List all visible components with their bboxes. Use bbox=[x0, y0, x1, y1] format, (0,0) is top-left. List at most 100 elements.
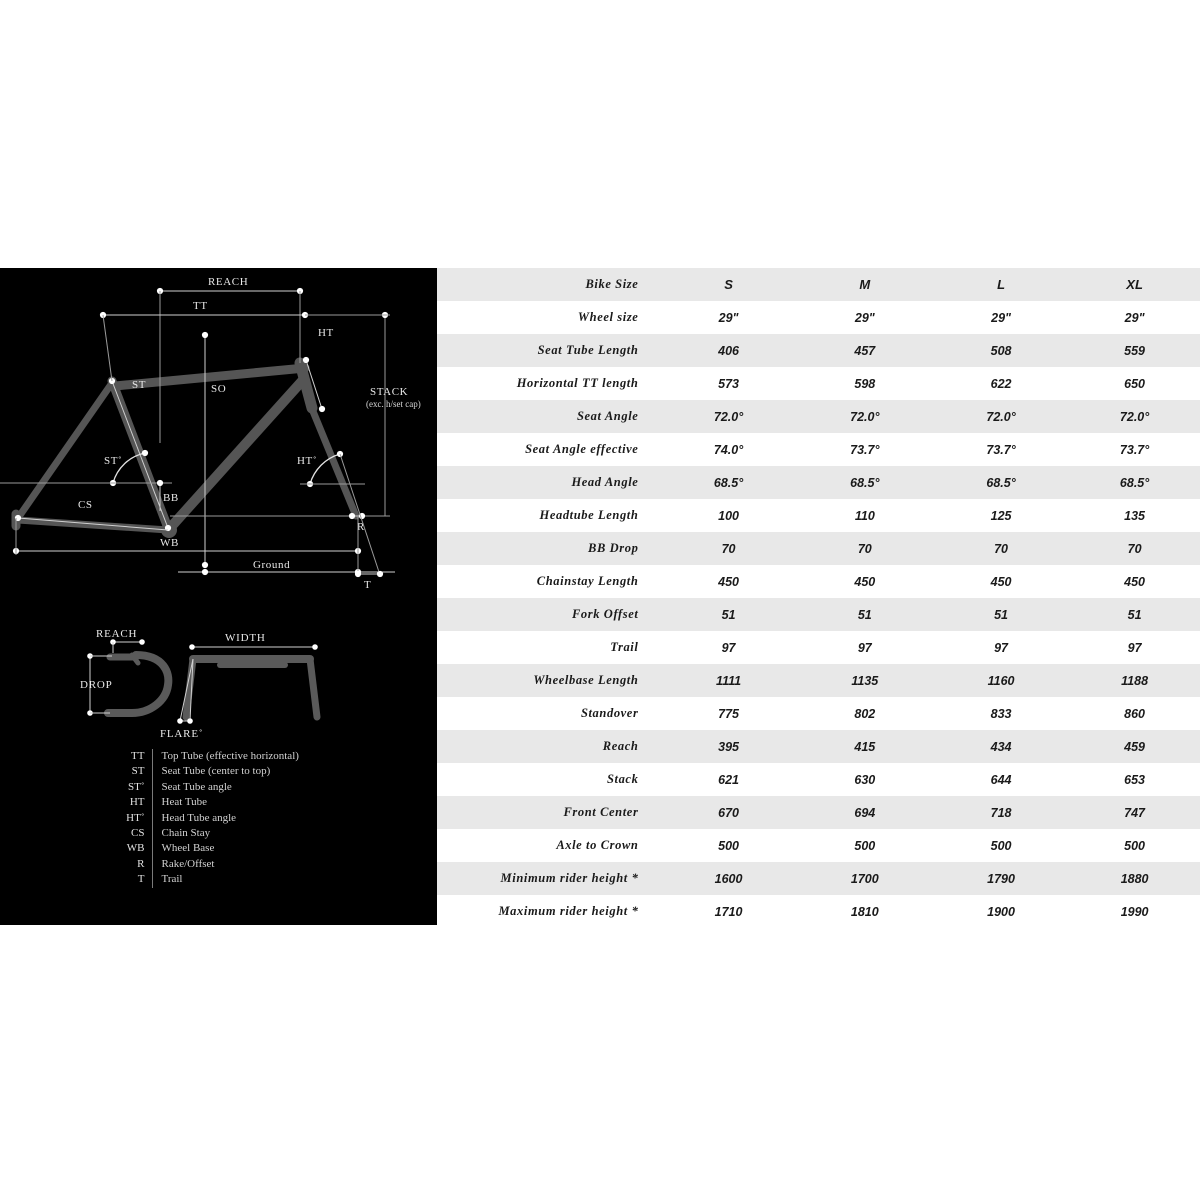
frame-label-t: T bbox=[364, 579, 371, 591]
cell-s: 97 bbox=[721, 640, 736, 655]
cell-l: 1790 bbox=[987, 871, 1015, 886]
cell-l: 622 bbox=[990, 376, 1012, 391]
cell-xl: 459 bbox=[1124, 739, 1146, 754]
header-size-xl: XL bbox=[1126, 277, 1143, 292]
table-row: Front Center 670 694 718 747 bbox=[437, 796, 1200, 829]
cell-s: 74.0° bbox=[713, 442, 744, 457]
cell-l: 644 bbox=[990, 772, 1012, 787]
header-size-m: M bbox=[859, 277, 871, 292]
cell-xl: 860 bbox=[1124, 706, 1146, 721]
cell-xl: 450 bbox=[1124, 574, 1146, 589]
cell-xl: 51 bbox=[1127, 607, 1142, 622]
row-label: Stack bbox=[606, 772, 639, 786]
cell-xl: 68.5° bbox=[1119, 475, 1150, 490]
cell-xl: 97 bbox=[1127, 640, 1142, 655]
cell-l: 97 bbox=[994, 640, 1009, 655]
table-header-row: Bike Size S M L XL bbox=[437, 268, 1200, 301]
frame-label-st-angle: ST˚ bbox=[104, 455, 122, 467]
cell-l: 500 bbox=[990, 838, 1012, 853]
cell-xl: 559 bbox=[1124, 343, 1146, 358]
legend-description: Rake/Offset bbox=[161, 857, 215, 870]
handlebar-label-width: WIDTH bbox=[225, 632, 266, 644]
cell-xl: 72.0° bbox=[1119, 409, 1150, 424]
footer-spacer-cell bbox=[437, 928, 1200, 961]
legend-row: R Rake/Offset bbox=[118, 856, 299, 873]
table-row: Seat Tube Length 406 457 508 559 bbox=[437, 334, 1200, 367]
table-row: Maximum rider height * 1710 1810 1900 1990 bbox=[437, 895, 1200, 928]
table-row: Head Angle 68.5° 68.5° 68.5° 68.5° bbox=[437, 466, 1200, 499]
handlebar-label-drop: DROP bbox=[80, 679, 113, 691]
table-row: Wheelbase Length 1111 1135 1160 1188 bbox=[437, 664, 1200, 697]
cell-xl: 1990 bbox=[1120, 904, 1149, 919]
table-row: Seat Angle 72.0° 72.0° 72.0° 72.0° bbox=[437, 400, 1200, 433]
legend-row: ST˚ Seat Tube angle bbox=[118, 779, 299, 796]
cell-m: 598 bbox=[854, 376, 876, 391]
legend-description: Seat Tube (center to top) bbox=[161, 765, 271, 778]
cell-m: 415 bbox=[854, 739, 876, 754]
row-label: Trail bbox=[610, 640, 639, 654]
row-label: Wheel size bbox=[577, 310, 639, 324]
cell-m: 51 bbox=[857, 607, 872, 622]
handlebar-label-flare: FLARE˚ bbox=[160, 728, 203, 740]
row-label: Seat Tube Length bbox=[537, 343, 639, 357]
legend-description: Seat Tube angle bbox=[161, 780, 232, 793]
frame-label-tt: TT bbox=[193, 300, 208, 312]
legend-description: Chain Stay bbox=[161, 827, 211, 840]
row-label: Wheelbase Length bbox=[533, 673, 639, 687]
table-row: BB Drop 70 70 70 70 bbox=[437, 532, 1200, 565]
cell-l: 1900 bbox=[987, 904, 1015, 919]
cell-m: 68.5° bbox=[850, 475, 880, 490]
legend-row: WB Wheel Base bbox=[118, 841, 299, 857]
cell-xl: 747 bbox=[1124, 805, 1146, 820]
cell-xl: 29" bbox=[1124, 310, 1145, 325]
cell-s: 621 bbox=[718, 772, 739, 787]
legend-abbr: TT bbox=[118, 749, 153, 765]
legend-row: ST Seat Tube (center to top) bbox=[118, 764, 299, 780]
frame-label-so: SO bbox=[211, 383, 226, 395]
table-row: Axle to Crown 500 500 500 500 bbox=[437, 829, 1200, 862]
cell-l: 1160 bbox=[987, 673, 1015, 688]
cell-m: 29" bbox=[854, 310, 875, 325]
cell-m: 110 bbox=[854, 508, 875, 523]
table-row: Trail 97 97 97 97 bbox=[437, 631, 1200, 664]
cell-s: 450 bbox=[718, 574, 739, 589]
row-label: Maximum rider height * bbox=[498, 904, 639, 918]
cell-s: 406 bbox=[718, 343, 739, 358]
row-label: Front Center bbox=[563, 805, 639, 819]
geometry-table-foot bbox=[437, 928, 1200, 961]
frame-label-st: ST bbox=[132, 379, 146, 391]
legend-description: Top Tube (effective horizontal) bbox=[161, 750, 299, 762]
table-row: Standover 775 802 833 860 bbox=[437, 697, 1200, 730]
row-label: Head Angle bbox=[571, 475, 639, 489]
legend-row: HT Heat Tube bbox=[118, 795, 299, 811]
cell-m: 70 bbox=[857, 541, 872, 556]
frame-label-r: R bbox=[357, 521, 365, 533]
legend-row: T Trail bbox=[118, 872, 299, 888]
row-label: Reach bbox=[602, 739, 639, 753]
cell-m: 457 bbox=[854, 343, 876, 358]
frame-label-cs: CS bbox=[78, 499, 93, 511]
cell-s: 395 bbox=[718, 739, 739, 754]
cell-xl: 650 bbox=[1124, 376, 1146, 391]
cell-s: 670 bbox=[718, 805, 739, 820]
cell-s: 775 bbox=[718, 706, 739, 721]
cell-s: 68.5° bbox=[713, 475, 744, 490]
legend-abbr: CS bbox=[118, 826, 153, 842]
table-row: Wheel size 29" 29" 29" 29" bbox=[437, 301, 1200, 334]
cell-l: 29" bbox=[991, 310, 1011, 325]
row-label: Seat Angle effective bbox=[525, 442, 639, 456]
cell-l: 718 bbox=[990, 805, 1012, 820]
cell-m: 500 bbox=[854, 838, 876, 853]
cell-m: 802 bbox=[854, 706, 876, 721]
cell-s: 100 bbox=[718, 508, 739, 523]
cell-l: 72.0° bbox=[986, 409, 1016, 424]
table-row: Chainstay Length 450 450 450 450 bbox=[437, 565, 1200, 598]
handlebar-label-reach: REACH bbox=[96, 628, 137, 640]
cell-s: 573 bbox=[718, 376, 739, 391]
cell-s: 1710 bbox=[714, 904, 743, 919]
geometry-table: Bike Size S M L XL Wheel size 29" 29" 29" 29… bbox=[437, 268, 1200, 961]
cell-l: 70 bbox=[994, 541, 1009, 556]
cell-m: 72.0° bbox=[850, 409, 880, 424]
table-footer-spacer bbox=[437, 928, 1200, 961]
abbreviation-legend: TT Top Tube (effective horizontal) ST Seat … bbox=[118, 749, 299, 888]
